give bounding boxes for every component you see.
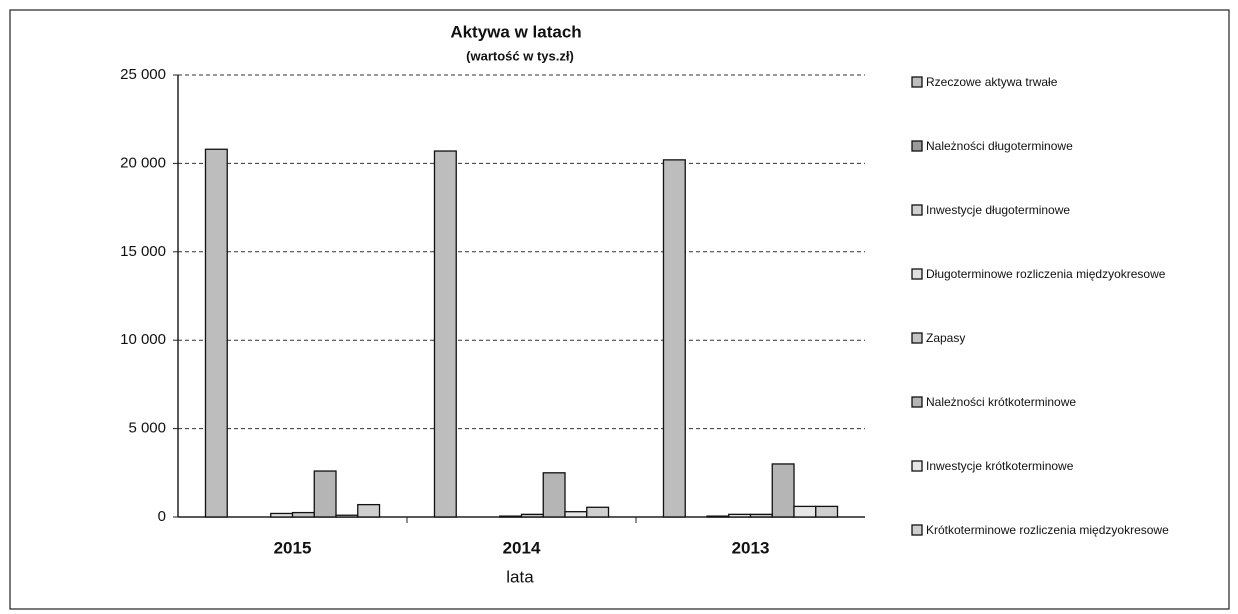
bar [728,513,752,518]
bar [204,148,228,518]
bar [291,511,315,518]
legend-label: Inwestycje długoterminowe [926,203,1070,217]
x-tick-label: 2014 [503,538,541,557]
bar [335,514,359,518]
y-tick-label: 20 000 [120,154,166,171]
x-tick-label: 2013 [732,538,770,557]
y-tick-label: 15 000 [120,243,166,260]
legend-label: Długoterminowe rozliczenia międzyokresow… [926,267,1166,281]
legend-label: Krótkoterminowe rozliczenia międzyokreso… [926,523,1169,537]
bar [815,505,839,518]
legend-swatch [911,524,923,536]
bar [433,150,457,518]
x-tick-label: 2015 [274,538,312,557]
chart-border [9,9,1230,610]
legend-label: Rzeczowe aktywa trwałe [926,75,1058,89]
legend-swatch [911,396,923,408]
bar [564,511,588,518]
bar [771,463,795,518]
bar [542,472,566,518]
legend-swatch [911,268,923,280]
x-axis-label: lata [506,567,534,586]
legend-swatch [911,460,923,472]
legend-swatch [911,140,923,152]
bar [793,505,817,518]
bar [706,515,730,518]
bar [499,515,523,518]
bar [520,513,544,518]
y-tick-label: 5 000 [128,420,166,437]
legend-swatch [911,204,923,216]
legend-swatch [911,332,923,344]
bar [586,506,610,518]
y-tick-label: 10 000 [120,331,166,348]
y-tick-label: 0 [158,508,166,525]
legend-label: Zapasy [926,331,965,345]
bar [313,470,337,518]
chart-title: Aktywa w latach [450,22,581,41]
bar [749,513,773,518]
legend-label: Należności długoterminowe [926,139,1073,153]
bar [357,503,381,518]
bar [662,159,686,518]
y-tick-label: 25 000 [120,66,166,83]
chart-subtitle: (wartość w tys.zł) [466,48,574,63]
legend-label: Inwestycje krótkoterminowe [926,459,1074,473]
bar [270,512,294,518]
legend-label: Należności krótkoterminowe [926,395,1076,409]
legend-swatch [911,76,923,88]
